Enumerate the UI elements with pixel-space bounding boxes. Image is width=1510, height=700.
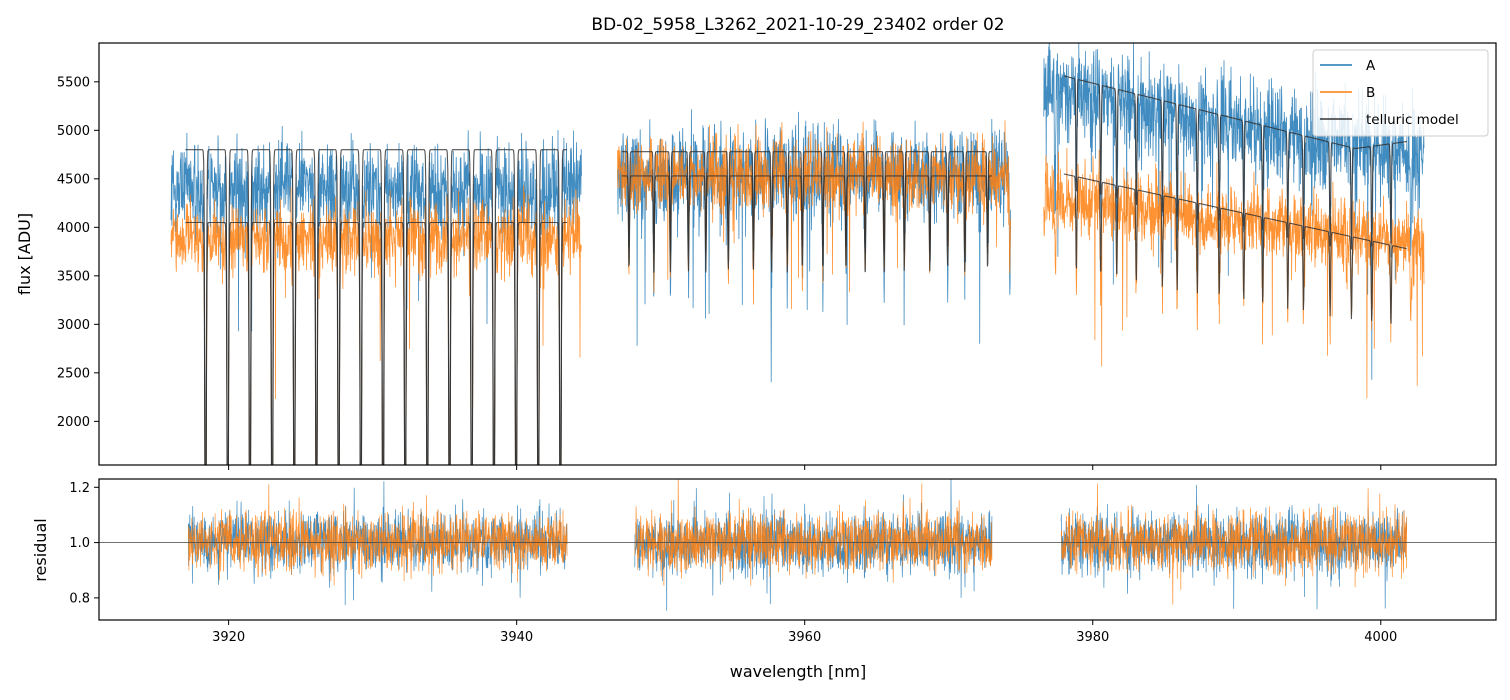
series-a-segment-2	[617, 109, 1012, 383]
residual-ytick-label: 1.0	[69, 536, 90, 551]
telluric-model-b-segment-3	[1063, 173, 1407, 324]
legend-label-b: B	[1366, 85, 1375, 101]
residual-panel-frame	[98, 478, 1497, 621]
residual-ytick-label: 0.8	[69, 591, 90, 606]
residual-xtick-label: 3920	[212, 630, 245, 645]
flux-ytick-label: 3000	[57, 318, 90, 333]
series-b-segment-2	[617, 120, 1012, 310]
flux-panel: 2000 2500 3000 3500 4000 4500 5000 5500 flux [A…	[15, 42, 1497, 470]
series-b-segment-1	[170, 185, 582, 465]
series-a-segment-1	[170, 125, 582, 465]
residual-b-segment-3	[1060, 483, 1408, 605]
legend: A B telluric model	[1312, 49, 1489, 137]
residual-xtick-label: 4000	[1364, 630, 1397, 645]
flux-ytick-label: 2500	[57, 366, 90, 381]
legend-label-telluric: telluric model	[1366, 112, 1459, 128]
residual-panel: 0.81.01.2 3920 3940 3960 3980 4000 residual …	[31, 478, 1497, 681]
legend-label-a: A	[1366, 58, 1376, 74]
flux-ytick-label: 3500	[57, 269, 90, 284]
residual-xtick-label: 3940	[500, 630, 533, 645]
residual-ytick-label: 1.2	[69, 481, 90, 496]
residual-b-segment-2	[634, 479, 993, 586]
x-axis-label: wavelength [nm]	[730, 662, 867, 681]
flux-ytick-label: 4000	[57, 221, 90, 236]
flux-panel-frame	[98, 42, 1497, 466]
flux-ytick-label: 4500	[57, 172, 90, 187]
residual-xtick-label: 3960	[788, 630, 821, 645]
flux-ytick-label: 5000	[57, 124, 90, 139]
telluric-model-b-segment-2	[621, 175, 992, 273]
series-b-segment-3	[1043, 147, 1425, 399]
residual-b-segment-1	[187, 484, 568, 586]
telluric-model-a-segment-3	[1063, 75, 1407, 250]
flux-ytick-label: 5500	[57, 75, 90, 90]
residual-xtick-label: 3980	[1076, 630, 1109, 645]
legend-box	[1312, 49, 1489, 137]
series-a-segment-3	[1043, 43, 1425, 380]
residual-y-axis-label: residual	[31, 518, 50, 581]
flux-ytick-label: 2000	[57, 415, 90, 430]
chart-title: BD-02_5958_L3262_2021-10-29_23402 order …	[591, 15, 1004, 35]
flux-y-axis-label: flux [ADU]	[15, 213, 34, 295]
telluric-model-b-segment-1	[185, 221, 568, 465]
